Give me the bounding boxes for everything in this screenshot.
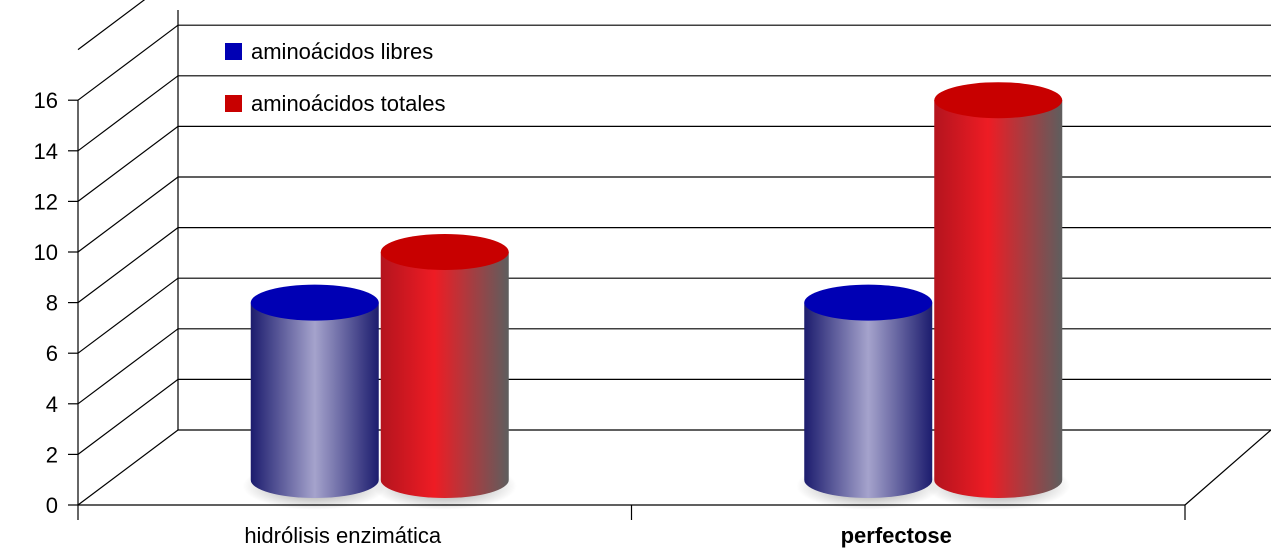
gridline-side bbox=[77, 24, 179, 101]
legend: aminoácidos libres aminoácidos totales bbox=[225, 39, 445, 116]
bar-top-1-1 bbox=[934, 82, 1063, 119]
x-label-1: perfectose bbox=[841, 523, 952, 548]
gridline-side bbox=[77, 227, 179, 304]
gridline-side bbox=[77, 125, 179, 202]
y-tick-label: 0 bbox=[46, 493, 58, 518]
bar-top-0-0 bbox=[250, 284, 379, 321]
bar-top-1-0 bbox=[380, 234, 509, 270]
gridline-side bbox=[77, 176, 179, 253]
y-tick-label: 4 bbox=[46, 392, 58, 417]
bar-1-1 bbox=[934, 100, 1063, 498]
gridline-side bbox=[77, 277, 179, 354]
legend-swatch-0 bbox=[225, 43, 242, 60]
bars bbox=[242, 82, 1071, 510]
y-tick-label: 8 bbox=[46, 291, 58, 316]
gridline-side bbox=[77, 378, 179, 455]
bar-top-0-1 bbox=[804, 284, 933, 321]
x-label-0: hidrólisis enzimática bbox=[244, 523, 442, 548]
y-tick-label: 6 bbox=[46, 341, 58, 366]
bar-0-1 bbox=[804, 302, 933, 498]
labels: 0 2 4 6 8 10 12 14 16 hidrólisis enzimática perfec… bbox=[34, 88, 952, 548]
y-tick-label: 12 bbox=[34, 189, 58, 214]
legend-label-0: aminoácidos libres bbox=[251, 39, 433, 64]
bar-0-0 bbox=[250, 302, 379, 498]
gridline-side bbox=[77, 328, 179, 405]
y-tick-label: 10 bbox=[34, 240, 58, 265]
floor-right-edge bbox=[1184, 429, 1271, 506]
axes bbox=[68, 0, 1271, 520]
legend-swatch-1 bbox=[225, 95, 242, 112]
y-tick-label: 2 bbox=[46, 442, 58, 467]
y-tick-label: 16 bbox=[34, 88, 58, 113]
bar-1-0 bbox=[380, 252, 509, 498]
gridline-side bbox=[77, 429, 179, 506]
gridline-side bbox=[77, 0, 146, 51]
gridline-side bbox=[77, 75, 179, 152]
legend-label-1: aminoácidos totales bbox=[251, 91, 445, 116]
y-tick-label: 14 bbox=[34, 139, 58, 164]
